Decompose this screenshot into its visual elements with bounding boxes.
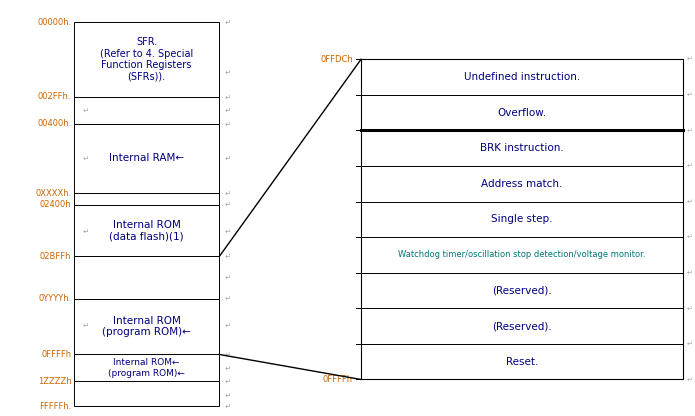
Bar [361,59,682,379]
Text: Reset.: Reset. [506,357,538,366]
Text: ↵: ↵ [224,227,231,236]
Text: ↵: ↵ [82,227,89,236]
Text: ↵: ↵ [224,390,231,399]
Text: ↵: ↵ [686,341,692,347]
Text: Overflow.: Overflow. [498,108,546,118]
Text: ↵: ↵ [686,127,692,134]
Text: 1ZZZZh: 1ZZZZh [38,377,72,386]
Text: 02400h: 02400h [40,200,72,209]
Text: ↵: ↵ [686,198,692,205]
Text: ↵: ↵ [224,200,231,209]
Text: 0FFDCh: 0FFDCh [320,55,353,64]
Text: ↵: ↵ [686,376,692,382]
Text: ↵: ↵ [224,273,231,282]
Text: ↵: ↵ [224,402,231,411]
Bar [74,124,220,193]
Text: Address match.: Address match. [481,179,563,189]
Bar [74,193,220,205]
Bar [74,257,220,299]
Text: 00400h.: 00400h. [37,119,72,129]
Text: Internal ROM←
(program ROM)←: Internal ROM← (program ROM)← [108,358,185,378]
Text: Internal ROM
(program ROM)←: Internal ROM (program ROM)← [102,316,191,337]
Text: ↵: ↵ [686,305,692,311]
Text: 0XXXXh.: 0XXXXh. [35,188,72,198]
Text: 00000h.: 00000h. [37,17,72,27]
Bar [74,97,220,124]
Text: 002FFh.: 002FFh. [38,92,72,102]
Text: ↵: ↵ [224,364,231,372]
Bar [74,22,220,97]
Text: (Reserved).: (Reserved). [492,321,552,331]
Text: ↵: ↵ [224,188,231,198]
Text: ↵: ↵ [224,350,231,359]
Text: ↵: ↵ [224,154,231,163]
Text: Internal ROM
(data flash)(1): Internal ROM (data flash)(1) [109,220,184,241]
Text: BRK instruction.: BRK instruction. [480,143,564,153]
Bar [74,205,220,257]
Text: 0YYYYh.: 0YYYYh. [38,294,72,303]
Text: Watchdog timer/oscillation stop detection/voltage monitor.: Watchdog timer/oscillation stop detectio… [398,250,646,260]
Text: ↵: ↵ [224,252,231,261]
Text: 0FFFFh: 0FFFFh [41,350,72,359]
Text: Single step.: Single step. [491,214,553,224]
Text: ↵: ↵ [82,154,89,163]
Text: 0FFFFh: 0FFFFh [322,375,353,384]
Text: ↵: ↵ [224,106,231,115]
Text: ↵: ↵ [224,119,231,129]
Text: ↵: ↵ [686,163,692,169]
Text: ↵: ↵ [224,294,231,303]
Text: ↵: ↵ [224,67,231,77]
Text: ↵: ↵ [82,106,89,115]
Text: SFR.
(Refer to 4. Special
Function Registers
(SFRs)).: SFR. (Refer to 4. Special Function Regis… [100,37,193,82]
Text: ↵: ↵ [686,234,692,240]
Text: ↵: ↵ [686,92,692,98]
Text: Internal RAM←: Internal RAM← [109,154,184,163]
Text: ↵: ↵ [686,56,692,62]
Bar [74,381,220,406]
Bar [74,299,220,354]
Text: ↵: ↵ [224,17,231,27]
Text: (Reserved).: (Reserved). [492,285,552,295]
Text: Undefined instruction.: Undefined instruction. [464,72,580,82]
Text: ↵: ↵ [224,321,231,330]
Text: ↵: ↵ [224,92,231,102]
Text: ↵: ↵ [82,321,89,330]
Bar [74,354,220,381]
Text: ↵: ↵ [686,270,692,276]
Text: 02BFFh: 02BFFh [40,252,72,261]
Text: FFFFFh.: FFFFFh. [39,402,72,411]
Text: ↵: ↵ [224,377,231,386]
